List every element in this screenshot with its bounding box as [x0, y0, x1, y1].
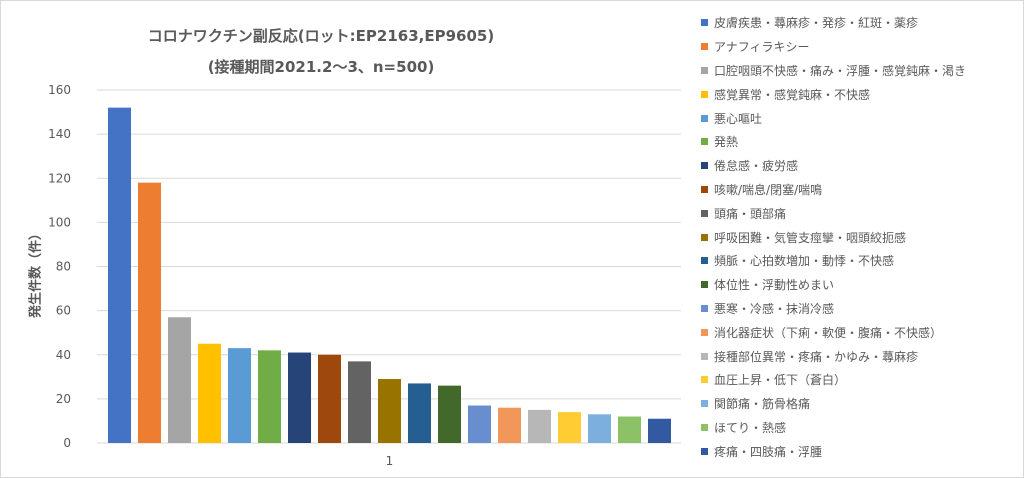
legend-item: 咳嗽/喘息/閉塞/喘鳴: [701, 178, 1021, 202]
legend-swatch: [701, 209, 708, 217]
bar-series-9: [348, 361, 371, 443]
legend-item: ほてり・熱感: [701, 416, 1021, 440]
legend-swatch: [701, 376, 708, 384]
legend-swatch: [701, 400, 708, 408]
chart-subtitle: (接種期間2021.2～3、n=500): [207, 58, 435, 76]
legend-swatch: [701, 281, 708, 289]
bar-series-5: [228, 348, 251, 443]
legend-item: 倦怠感・疲労感: [701, 154, 1021, 178]
bar-series-15: [528, 409, 551, 443]
legend-swatch: [701, 447, 708, 455]
bar-series-17: [588, 414, 611, 443]
legend-item: 悪心嘔吐: [701, 106, 1021, 130]
chart-title: コロナワクチン副反応(ロット:EP2163,EP9605): [147, 27, 495, 45]
legend-label: 疼痛・四肢痛・浮腫: [714, 444, 823, 459]
bar-series-4: [198, 343, 221, 443]
bar-series-18: [618, 416, 641, 443]
bar-series-1: [108, 107, 131, 444]
legend-label: 体位性・浮動性めまい: [714, 278, 835, 293]
legend-swatch: [701, 90, 708, 98]
legend-label: 口腔咽頭不快感・痛み・浮腫・感覚鈍麻・渇き: [714, 63, 967, 78]
y-tick-label: 100: [48, 215, 71, 229]
bar-series-13: [468, 405, 491, 443]
legend-item: アナフィラキシー: [701, 35, 1021, 59]
y-tick-label: 140: [48, 127, 71, 141]
legend-swatch: [701, 138, 708, 146]
legend-label: 接種部位異常・疼痛・かゆみ・蕁麻疹: [714, 349, 919, 364]
legend-swatch: [701, 423, 708, 431]
y-tick-label: 160: [48, 83, 71, 97]
legend-item: 接種部位異常・疼痛・かゆみ・蕁麻疹: [701, 344, 1021, 368]
legend-swatch: [701, 257, 708, 265]
legend-label: 感覚異常・感覚鈍麻・不快感: [714, 87, 871, 102]
legend-item: 疼痛・四肢痛・浮腫: [701, 439, 1021, 463]
legend-item: 発熱: [701, 130, 1021, 154]
bar-series-7: [288, 352, 311, 443]
legend-item: 血圧上昇・低下（蒼白）: [701, 368, 1021, 392]
bar-series-14: [498, 407, 521, 443]
legend-item: 悪寒・冷感・抹消冷感: [701, 297, 1021, 321]
legend-item: 皮膚疾患・蕁麻疹・発疹・紅斑・薬疹: [701, 11, 1021, 35]
legend-label: 発熱: [714, 135, 739, 150]
legend-label: 消化器症状（下痢・軟便・腹痛・不快感）: [714, 325, 943, 340]
legend: 皮膚疾患・蕁麻疹・発疹・紅斑・薬疹 アナフィラキシー口腔咽頭不快感・痛み・浮腫・感…: [701, 11, 1021, 463]
legend-item: 関節痛・筋骨格痛: [701, 392, 1021, 416]
legend-item: 頻脈・心拍数増加・動悸・不快感: [701, 249, 1021, 273]
legend-label: 倦怠感・疲労感: [714, 159, 799, 174]
y-tick-label: 20: [56, 392, 71, 406]
legend-swatch: [701, 162, 708, 170]
y-tick-label: 0: [63, 436, 71, 450]
legend-swatch: [701, 185, 708, 193]
legend-item: 呼吸困難・気管支痙攣・咽頭絞扼感: [701, 225, 1021, 249]
bar-series-6: [258, 350, 281, 443]
bar-series-16: [558, 412, 581, 443]
y-tick-label: 40: [56, 348, 71, 362]
legend-swatch: [701, 233, 708, 241]
bar-series-10: [378, 379, 401, 443]
legend-swatch: [701, 66, 708, 74]
bar-series-3: [168, 317, 191, 443]
bar-series-11: [408, 383, 431, 443]
legend-item: 体位性・浮動性めまい: [701, 273, 1021, 297]
legend-item: 口腔咽頭不快感・痛み・浮腫・感覚鈍麻・渇き: [701, 59, 1021, 83]
legend-swatch: [701, 114, 708, 122]
legend-label: 呼吸困難・気管支痙攣・咽頭絞扼感: [714, 230, 907, 245]
legend-swatch: [701, 43, 708, 51]
legend-label: 皮膚疾患・蕁麻疹・発疹・紅斑・薬疹: [714, 16, 919, 31]
legend-label: 悪心嘔吐: [714, 111, 763, 126]
legend-label: 頻脈・心拍数増加・動悸・不快感: [714, 254, 895, 269]
legend-swatch: [701, 328, 708, 336]
y-tick-label: 60: [56, 304, 71, 318]
y-tick-label: 80: [56, 260, 71, 274]
y-tick-label: 120: [48, 171, 71, 185]
legend-item: 頭痛・頭部痛: [701, 201, 1021, 225]
legend-label: 頭痛・頭部痛: [714, 206, 787, 221]
legend-label: ほてり・熱感: [714, 420, 787, 435]
legend-item: 感覚異常・感覚鈍麻・不快感: [701, 82, 1021, 106]
legend-label: 関節痛・筋骨格痛: [714, 397, 811, 412]
bar-series-12: [438, 385, 461, 443]
legend-swatch: [701, 19, 708, 27]
legend-label: 悪寒・冷感・抹消冷感: [714, 301, 835, 316]
legend-label: 咳嗽/喘息/閉塞/喘鳴: [714, 182, 823, 197]
bar-series-8: [318, 354, 341, 443]
legend-label: アナフィラキシー: [714, 40, 810, 55]
legend-swatch: [701, 352, 708, 360]
x-tick-label: 1: [386, 454, 394, 468]
legend-swatch: [701, 304, 708, 312]
legend-label: 血圧上昇・低下（蒼白）: [714, 373, 847, 388]
legend-item: 消化器症状（下痢・軟便・腹痛・不快感）: [701, 320, 1021, 344]
bar-series-2: [138, 182, 161, 443]
bar-series-19: [648, 418, 671, 443]
